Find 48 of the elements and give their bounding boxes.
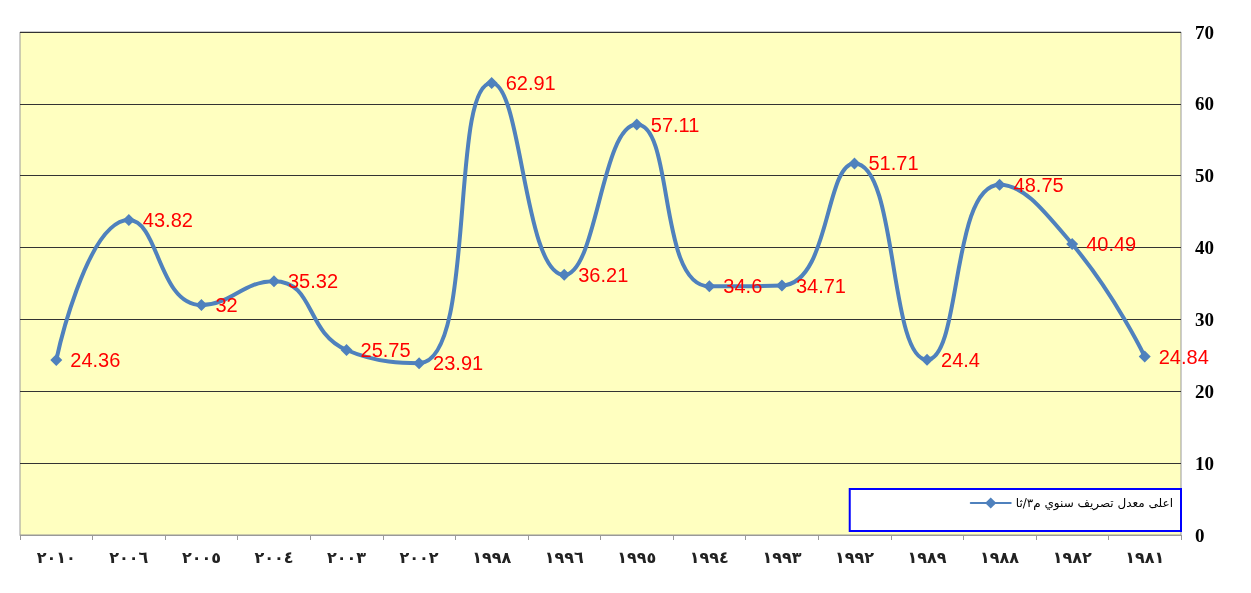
data-label: 48.75: [1013, 173, 1064, 196]
point: [485, 76, 498, 89]
point: [921, 353, 934, 366]
x-tick-label: ٢٠٠٤: [254, 547, 294, 567]
x-tick-label: ١٩٨٩: [907, 547, 947, 567]
data-label: 51.71: [868, 152, 919, 175]
y-tick-label: 70: [1195, 21, 1214, 43]
x-tick-label: ١٩٨٨: [980, 547, 1020, 567]
data-label: 36.21: [578, 263, 629, 286]
y-tick-label: 60: [1195, 93, 1214, 115]
data-label: 35.32: [287, 270, 339, 293]
y-tick-label: 0: [1195, 524, 1205, 546]
data-label: 25.75: [360, 338, 411, 361]
x-tick-label: ١٩٨١: [1125, 547, 1165, 567]
data-label: 34.71: [795, 274, 846, 297]
y-tick-label: 30: [1195, 308, 1214, 330]
x-tick-label: ١٩٩٣: [762, 547, 802, 567]
legend-label: اعلى معدل تصريف سنوي م٣/ثا: [1015, 496, 1174, 511]
data-label: 24.84: [1158, 345, 1209, 368]
y-tick-label: 10: [1195, 452, 1214, 474]
point: [1066, 238, 1079, 251]
data-label: 32: [215, 294, 238, 317]
point: [340, 343, 353, 356]
x-tick-label: ١٩٩٢: [834, 547, 875, 567]
x-tick-label: ١٩٩٤: [689, 547, 729, 567]
x-tick-label: ٢٠٠٣: [327, 547, 367, 567]
x-tick-label: ١٩٩٥: [617, 547, 657, 567]
x-tick-label: ١٩٨٢: [1052, 547, 1092, 567]
data-label: 23.91: [433, 352, 484, 375]
x-tick-label: ٢٠٠٢: [399, 547, 439, 567]
point: [630, 118, 643, 131]
x-tick-label: ١٩٩٨: [472, 547, 512, 567]
point: [50, 353, 63, 366]
y-tick-label: 20: [1195, 380, 1214, 402]
data-label: 43.82: [142, 209, 193, 232]
data-label: 24.36: [70, 348, 121, 371]
x-tick-label: ٢٠١٠: [36, 547, 76, 567]
x-tick-label: ٢٠٠٦: [109, 547, 149, 567]
point: [558, 268, 571, 281]
x-tick-label: ٢٠٠٥: [181, 547, 221, 567]
point: [848, 157, 861, 170]
data-label: 62.91: [505, 71, 556, 94]
data-label: 57.11: [650, 113, 700, 136]
data-label: 24.4: [941, 348, 980, 371]
x-tick-label: ١٩٩٦: [544, 547, 584, 567]
y-tick-label: 40: [1195, 237, 1214, 259]
point: [1138, 350, 1151, 363]
y-tick-label: 50: [1195, 165, 1214, 187]
